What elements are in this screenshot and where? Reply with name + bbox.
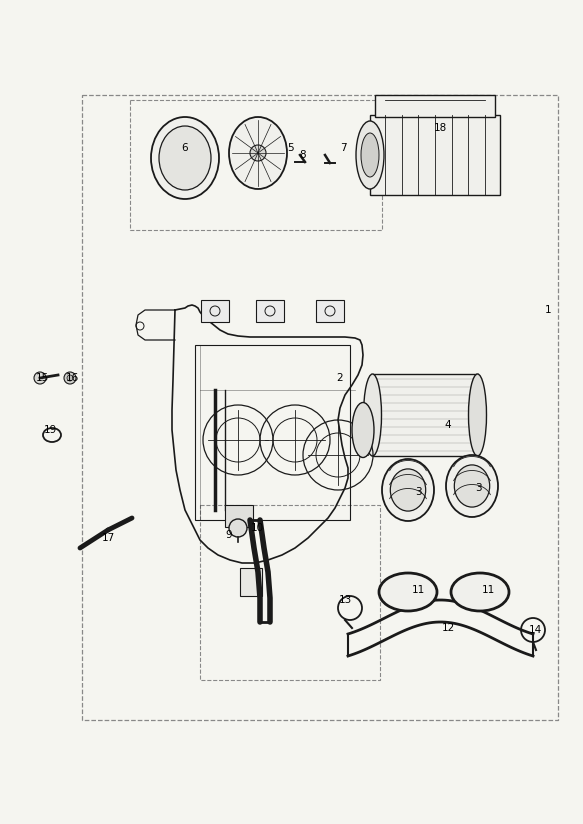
- Text: 11: 11: [482, 585, 494, 595]
- Text: 8: 8: [300, 150, 306, 160]
- Ellipse shape: [363, 374, 381, 456]
- Bar: [195, 345, 350, 520]
- Ellipse shape: [454, 465, 490, 507]
- Circle shape: [229, 519, 247, 537]
- Text: 1: 1: [545, 305, 552, 315]
- Circle shape: [34, 372, 46, 384]
- Text: 12: 12: [441, 623, 455, 633]
- Text: 3: 3: [475, 483, 482, 493]
- Circle shape: [67, 375, 73, 381]
- Ellipse shape: [151, 117, 219, 199]
- Text: 6: 6: [182, 143, 188, 153]
- Bar: [316, 300, 344, 322]
- Ellipse shape: [159, 126, 211, 190]
- Text: 19: 19: [43, 425, 57, 435]
- Ellipse shape: [356, 121, 384, 189]
- Circle shape: [64, 372, 76, 384]
- Bar: [375, 95, 495, 117]
- Ellipse shape: [451, 573, 509, 611]
- Text: 17: 17: [101, 533, 115, 543]
- Ellipse shape: [382, 459, 434, 521]
- Text: 14: 14: [528, 625, 542, 635]
- Text: 7: 7: [340, 143, 346, 153]
- Ellipse shape: [446, 455, 498, 517]
- Ellipse shape: [361, 133, 379, 177]
- Ellipse shape: [229, 117, 287, 189]
- Text: 16: 16: [65, 373, 79, 383]
- Ellipse shape: [391, 469, 426, 511]
- Text: 3: 3: [415, 487, 422, 497]
- Text: 2: 2: [337, 373, 343, 383]
- Text: 18: 18: [433, 123, 447, 133]
- Bar: [373, 374, 477, 456]
- Bar: [225, 505, 253, 527]
- Text: 15: 15: [36, 373, 48, 383]
- Bar: [256, 300, 284, 322]
- Circle shape: [250, 145, 266, 161]
- Bar: [370, 115, 500, 195]
- Text: 4: 4: [445, 420, 451, 430]
- Bar: [240, 568, 262, 596]
- Text: 13: 13: [338, 595, 352, 605]
- Text: 10: 10: [251, 523, 264, 533]
- Ellipse shape: [469, 374, 486, 456]
- Text: 5: 5: [287, 143, 293, 153]
- Bar: [201, 300, 229, 322]
- Ellipse shape: [352, 402, 374, 457]
- Text: 11: 11: [412, 585, 424, 595]
- Text: 9: 9: [226, 530, 232, 540]
- Ellipse shape: [379, 573, 437, 611]
